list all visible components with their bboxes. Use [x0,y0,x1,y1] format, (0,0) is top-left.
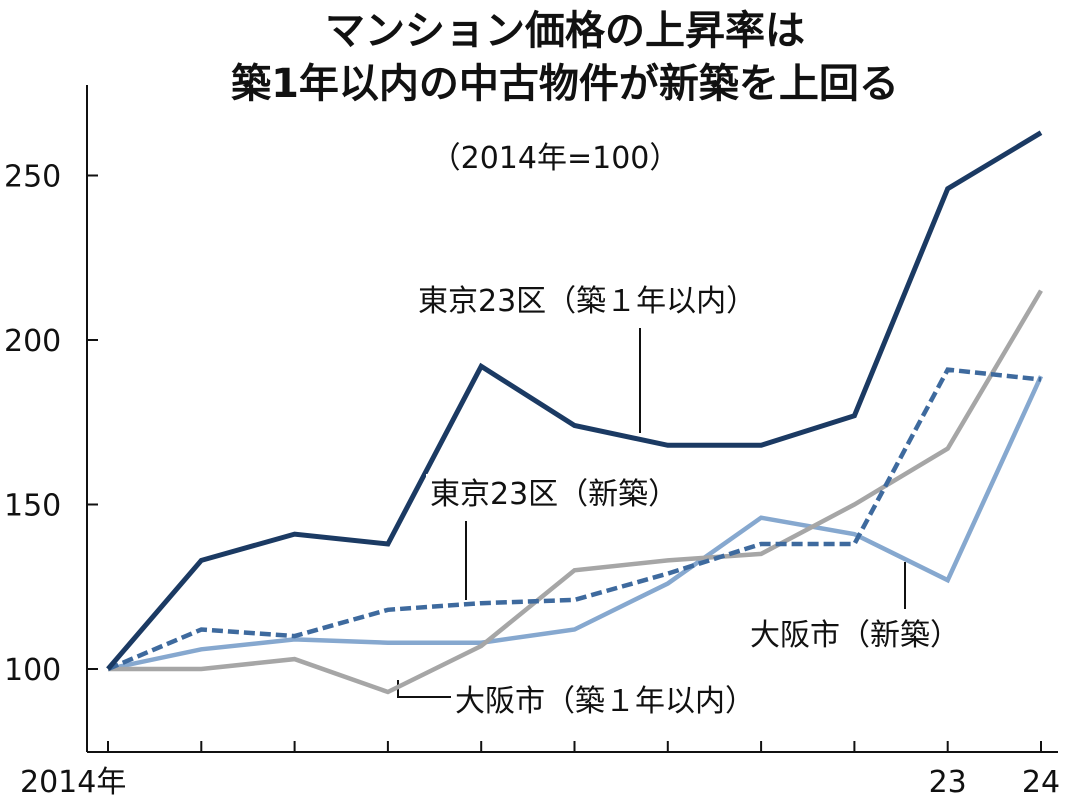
x-tick-label: 23 [929,765,967,800]
y-ticks: 100 150 200 250 [4,160,98,688]
label-background [451,681,759,721]
label-background [426,474,683,514]
osaka-new-line [107,375,1044,672]
y-tick-label: 250 [4,160,61,195]
label-tokyo-new: 東京23区（新築） [430,477,678,512]
y-tick-label: 200 [4,324,61,359]
label-tokyo-used: 東京23区（築１年以内） [418,284,756,319]
x-tick-label: 2014年 [20,765,126,800]
chart-subtitle: （2014年=100） [431,141,680,176]
y-tick-label: 150 [4,489,61,524]
chart-title-line1: マンション価格の上昇率は [325,8,805,54]
chart-title-line2: 築1年以内の中古物件が新築を上回る [231,61,899,107]
label-osaka-new: 大阪市（新築） [750,618,960,653]
tokyo-new-line [107,367,1042,672]
x-ticks: 2014年 23 24 [20,741,1060,800]
x-tick-label: 24 [1022,765,1060,800]
series-labels: 東京23区（築１年以内） 東京23区（新築） 大阪市（築１年以内） 大阪市（新築） [414,281,964,721]
y-tick-label: 100 [4,653,61,688]
label-osaka-used: 大阪市（築１年以内） [455,684,755,719]
label-background [414,281,761,321]
series-lines [106,130,1044,695]
tokyo-used-line [106,130,1043,671]
label-background [746,615,964,655]
